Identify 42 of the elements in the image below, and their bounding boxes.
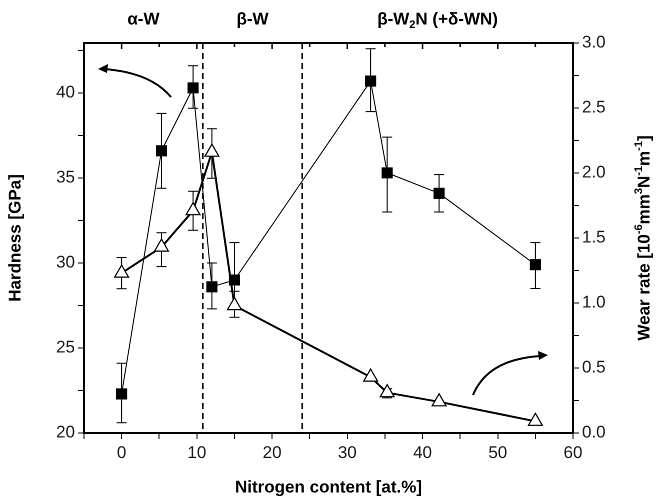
text: Wear rate [10-6mm3N-1m-1]: [633, 135, 654, 341]
x-tick-label: 40: [413, 442, 432, 462]
point: [380, 384, 395, 398]
point: [114, 264, 130, 278]
point: [188, 82, 199, 94]
y-axis-title: Hardness [GPa]: [6, 174, 25, 302]
point: [228, 274, 240, 286]
y2-tick-label: 1.0: [582, 292, 606, 312]
x-tick-label: 10: [187, 442, 206, 462]
point: [154, 238, 170, 252]
y-tick-label: 25: [56, 338, 75, 357]
y2-tick-label: 1.5: [582, 228, 606, 247]
point: [382, 167, 393, 178]
point: [365, 76, 376, 87]
point: [204, 144, 220, 157]
y2-tick-label: 3.0: [582, 32, 606, 52]
x-tick-label: 50: [488, 442, 508, 462]
point: [530, 259, 541, 270]
point: [226, 297, 242, 310]
x-tick-label: 0: [116, 442, 126, 462]
y-tick-label: 30: [56, 252, 75, 272]
text: β-W: [236, 10, 270, 29]
y2-tick-label: 0.0: [582, 422, 606, 442]
y-tick-label: 20: [56, 422, 75, 442]
x-axis-title: Nitrogen content [at.%]: [235, 478, 422, 497]
y2-tick-label: 0.5: [582, 358, 606, 377]
y2-tick-label: 2.5: [582, 98, 606, 117]
y2-tick-label: 2.0: [582, 162, 606, 182]
y-tick-label: 40: [56, 82, 75, 102]
x-tick-label: 30: [338, 442, 357, 462]
x-tick-label: 20: [262, 442, 282, 462]
y-tick-label: 35: [56, 168, 75, 187]
point: [528, 412, 543, 426]
point: [363, 368, 378, 382]
point: [116, 388, 128, 400]
point: [432, 393, 447, 406]
point: [206, 281, 218, 292]
point: [186, 202, 201, 216]
text: α-W: [127, 10, 160, 29]
point: [434, 188, 445, 199]
x-tick-label: 60: [564, 442, 582, 462]
point: [156, 145, 168, 156]
